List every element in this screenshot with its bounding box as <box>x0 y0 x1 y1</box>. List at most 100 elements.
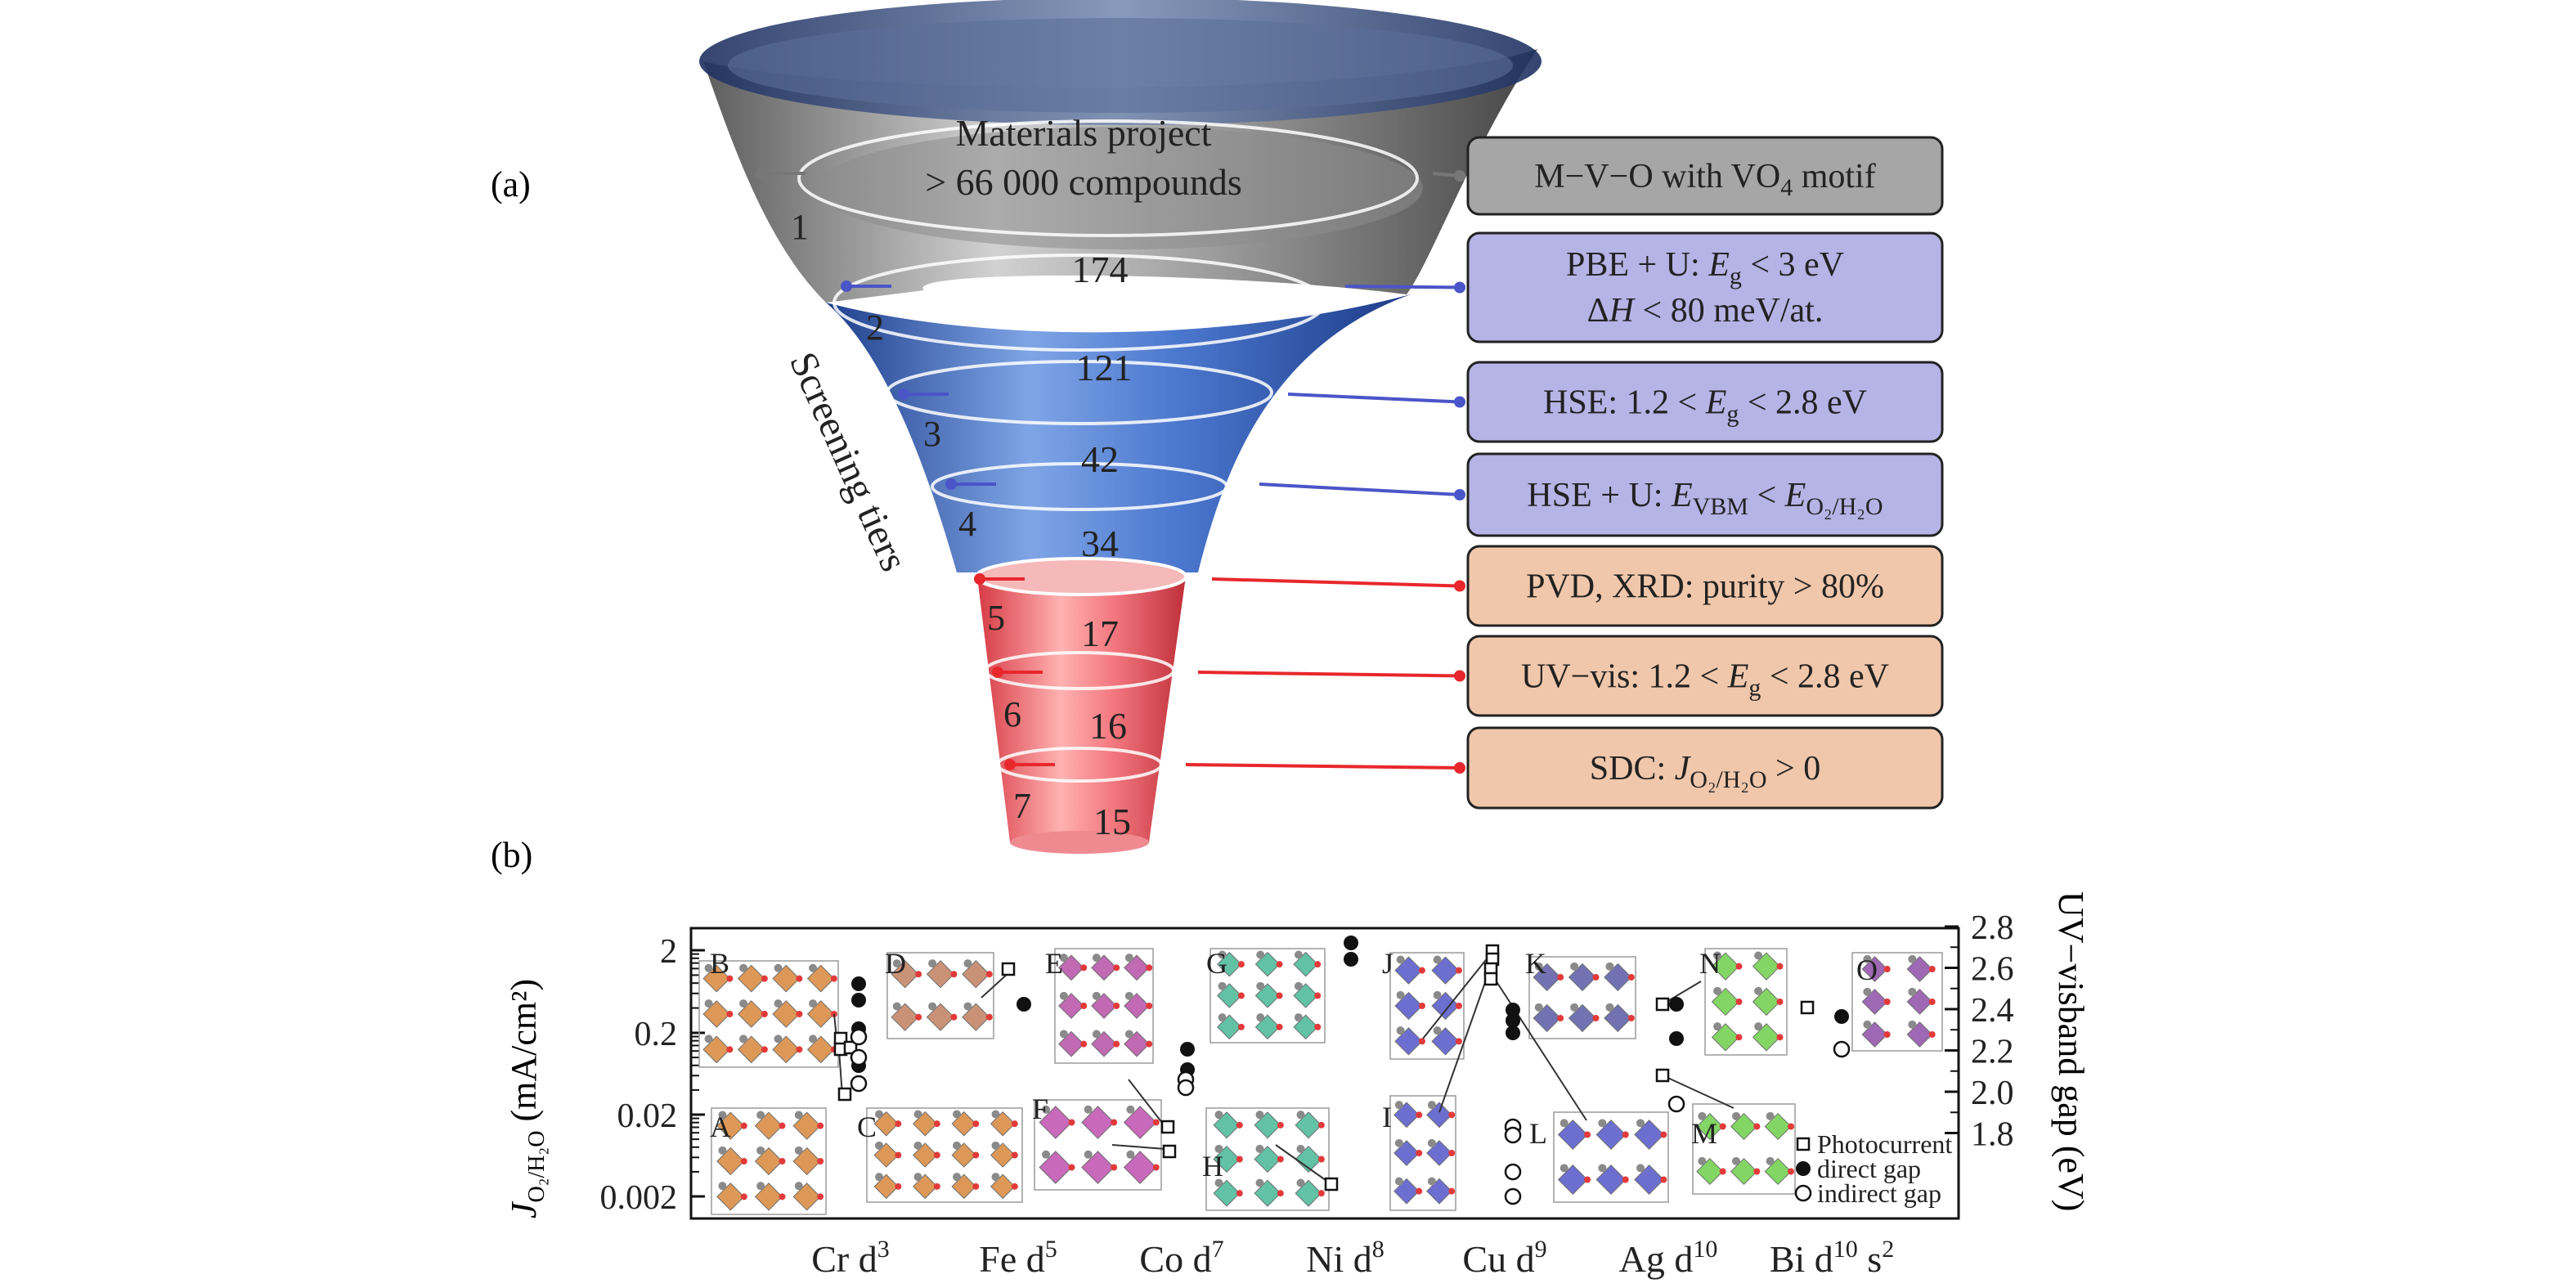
polyhedron <box>806 1000 835 1028</box>
x-group-label: Cr d3 <box>811 1236 890 1280</box>
x-label-base: Ni d <box>1306 1238 1372 1280</box>
oxygen-atom <box>1735 1034 1743 1041</box>
metal-atom <box>1394 1101 1403 1110</box>
metal-atom <box>1396 1026 1405 1035</box>
legend-label: indirect gap <box>1817 1178 1941 1208</box>
oxygen-atom <box>740 1158 747 1165</box>
structure-k: K <box>1525 947 1636 1039</box>
metal-atom <box>991 1141 1000 1150</box>
oxygen-atom <box>1592 1015 1600 1021</box>
oxygen-atom <box>1584 1131 1591 1138</box>
metal-atom <box>704 963 713 972</box>
polyhedron <box>1634 1120 1665 1150</box>
oxygen-atom <box>1776 1034 1784 1041</box>
polyhedron <box>716 1183 745 1211</box>
oxygen-atom <box>761 1011 768 1017</box>
indirect-gap-marker <box>850 1028 868 1046</box>
oxygen-atom <box>1418 967 1425 974</box>
polyhedron <box>1604 963 1632 992</box>
x-label-sup: 9 <box>1535 1236 1547 1263</box>
direct-gap-marker <box>1669 1031 1684 1046</box>
polyhedron <box>1752 952 1781 981</box>
polyhedron <box>1431 956 1460 985</box>
metal-atom <box>809 1034 818 1043</box>
metal-atom <box>1296 1111 1305 1120</box>
structure-label: H <box>1202 1150 1223 1183</box>
text-span: VBM <box>1693 493 1748 520</box>
direct-gap-marker <box>1834 1009 1849 1024</box>
funnel-top-line2: > 66 000 compounds <box>925 161 1242 203</box>
structure-label: O <box>1856 954 1878 986</box>
metal-atom <box>1084 1150 1093 1159</box>
metal-atom <box>928 1002 937 1011</box>
criterion-box: SDC: JO₂/H₂O > 0 <box>1466 726 1944 810</box>
indirect-gap-marker <box>850 1075 868 1093</box>
criterion-rect <box>1466 136 1944 216</box>
indirect-gap-marker <box>850 1048 868 1066</box>
direct-gap-marker <box>1506 1003 1520 1017</box>
oxygen-atom <box>1928 999 1936 1005</box>
polyhedron <box>962 1003 990 1031</box>
oxygen-atom <box>1753 1168 1761 1175</box>
polyhedron <box>1123 1151 1157 1184</box>
polyhedron <box>792 1111 821 1140</box>
structure-label: E <box>1045 947 1063 980</box>
metal-atom <box>1394 1138 1403 1147</box>
unit-cell <box>886 952 994 1039</box>
metal-atom <box>739 999 748 1008</box>
polyhedron <box>1254 1145 1281 1174</box>
polyhedron <box>891 960 919 989</box>
metal-atom <box>875 1110 884 1119</box>
x-label-sup: 5 <box>1045 1236 1057 1263</box>
metal-atom <box>1214 1178 1223 1187</box>
oxygen-atom <box>972 1183 980 1190</box>
metal-atom <box>774 999 783 1008</box>
leader-dot <box>992 666 1003 678</box>
oxygen-atom <box>1236 1190 1243 1197</box>
metal-atom <box>1570 962 1579 971</box>
polyhedron <box>1557 1165 1588 1195</box>
photocurrent-marker <box>1162 1144 1177 1159</box>
metal-atom <box>1534 962 1543 971</box>
metal-atom <box>794 1111 803 1120</box>
panel-b-label: (b) <box>491 835 532 875</box>
criterion-text: UV−vis: 1.2 < Eg < 2.8 eV <box>1521 658 1889 702</box>
text-span: g <box>1748 675 1761 702</box>
unit-cell <box>711 1107 827 1215</box>
oxygen-atom <box>1557 974 1564 981</box>
structure-label: L <box>1529 1117 1547 1150</box>
indirect-gap-marker <box>1177 1079 1195 1097</box>
structure-label: D <box>885 947 906 980</box>
leader-dot <box>1454 396 1465 408</box>
indirect-gap-marker <box>1504 1126 1522 1144</box>
polyhedron <box>1081 1151 1115 1184</box>
polyhedron <box>1752 1023 1781 1052</box>
oxygen-atom <box>1418 1038 1425 1045</box>
unit-cell <box>866 1107 1023 1203</box>
metal-atom <box>1766 1111 1775 1120</box>
polyhedron <box>1213 1111 1241 1139</box>
oxygen-atom <box>761 975 768 982</box>
oxygen-atom <box>972 1120 980 1128</box>
criterion-text: HSE + U: EVBM < EO₂/H₂O <box>1527 477 1883 520</box>
oxygen-atom <box>915 971 922 978</box>
leader-dot <box>1454 489 1465 500</box>
leader-dot <box>1454 670 1465 682</box>
oxygen-atom <box>1277 1156 1284 1163</box>
metal-atom <box>1863 987 1872 996</box>
polyhedron <box>1394 991 1423 1021</box>
metal-atom <box>739 1034 748 1043</box>
metal-atom <box>991 1110 1000 1119</box>
oxygen-atom <box>1660 1176 1667 1183</box>
polyhedron <box>1861 956 1888 982</box>
oxygen-atom <box>779 1158 786 1165</box>
x-label-base: Fe d <box>979 1238 1045 1280</box>
leader-dot <box>974 573 985 585</box>
structure-label: G <box>1206 947 1227 980</box>
x-label-sup: 10 <box>1833 1236 1858 1263</box>
polyhedron <box>737 1000 765 1028</box>
structure-n: N <box>1699 947 1788 1056</box>
data-markers <box>833 936 1851 1205</box>
unit-cell <box>1205 1107 1330 1211</box>
right-tick-label: 2.4 <box>1971 992 2014 1030</box>
